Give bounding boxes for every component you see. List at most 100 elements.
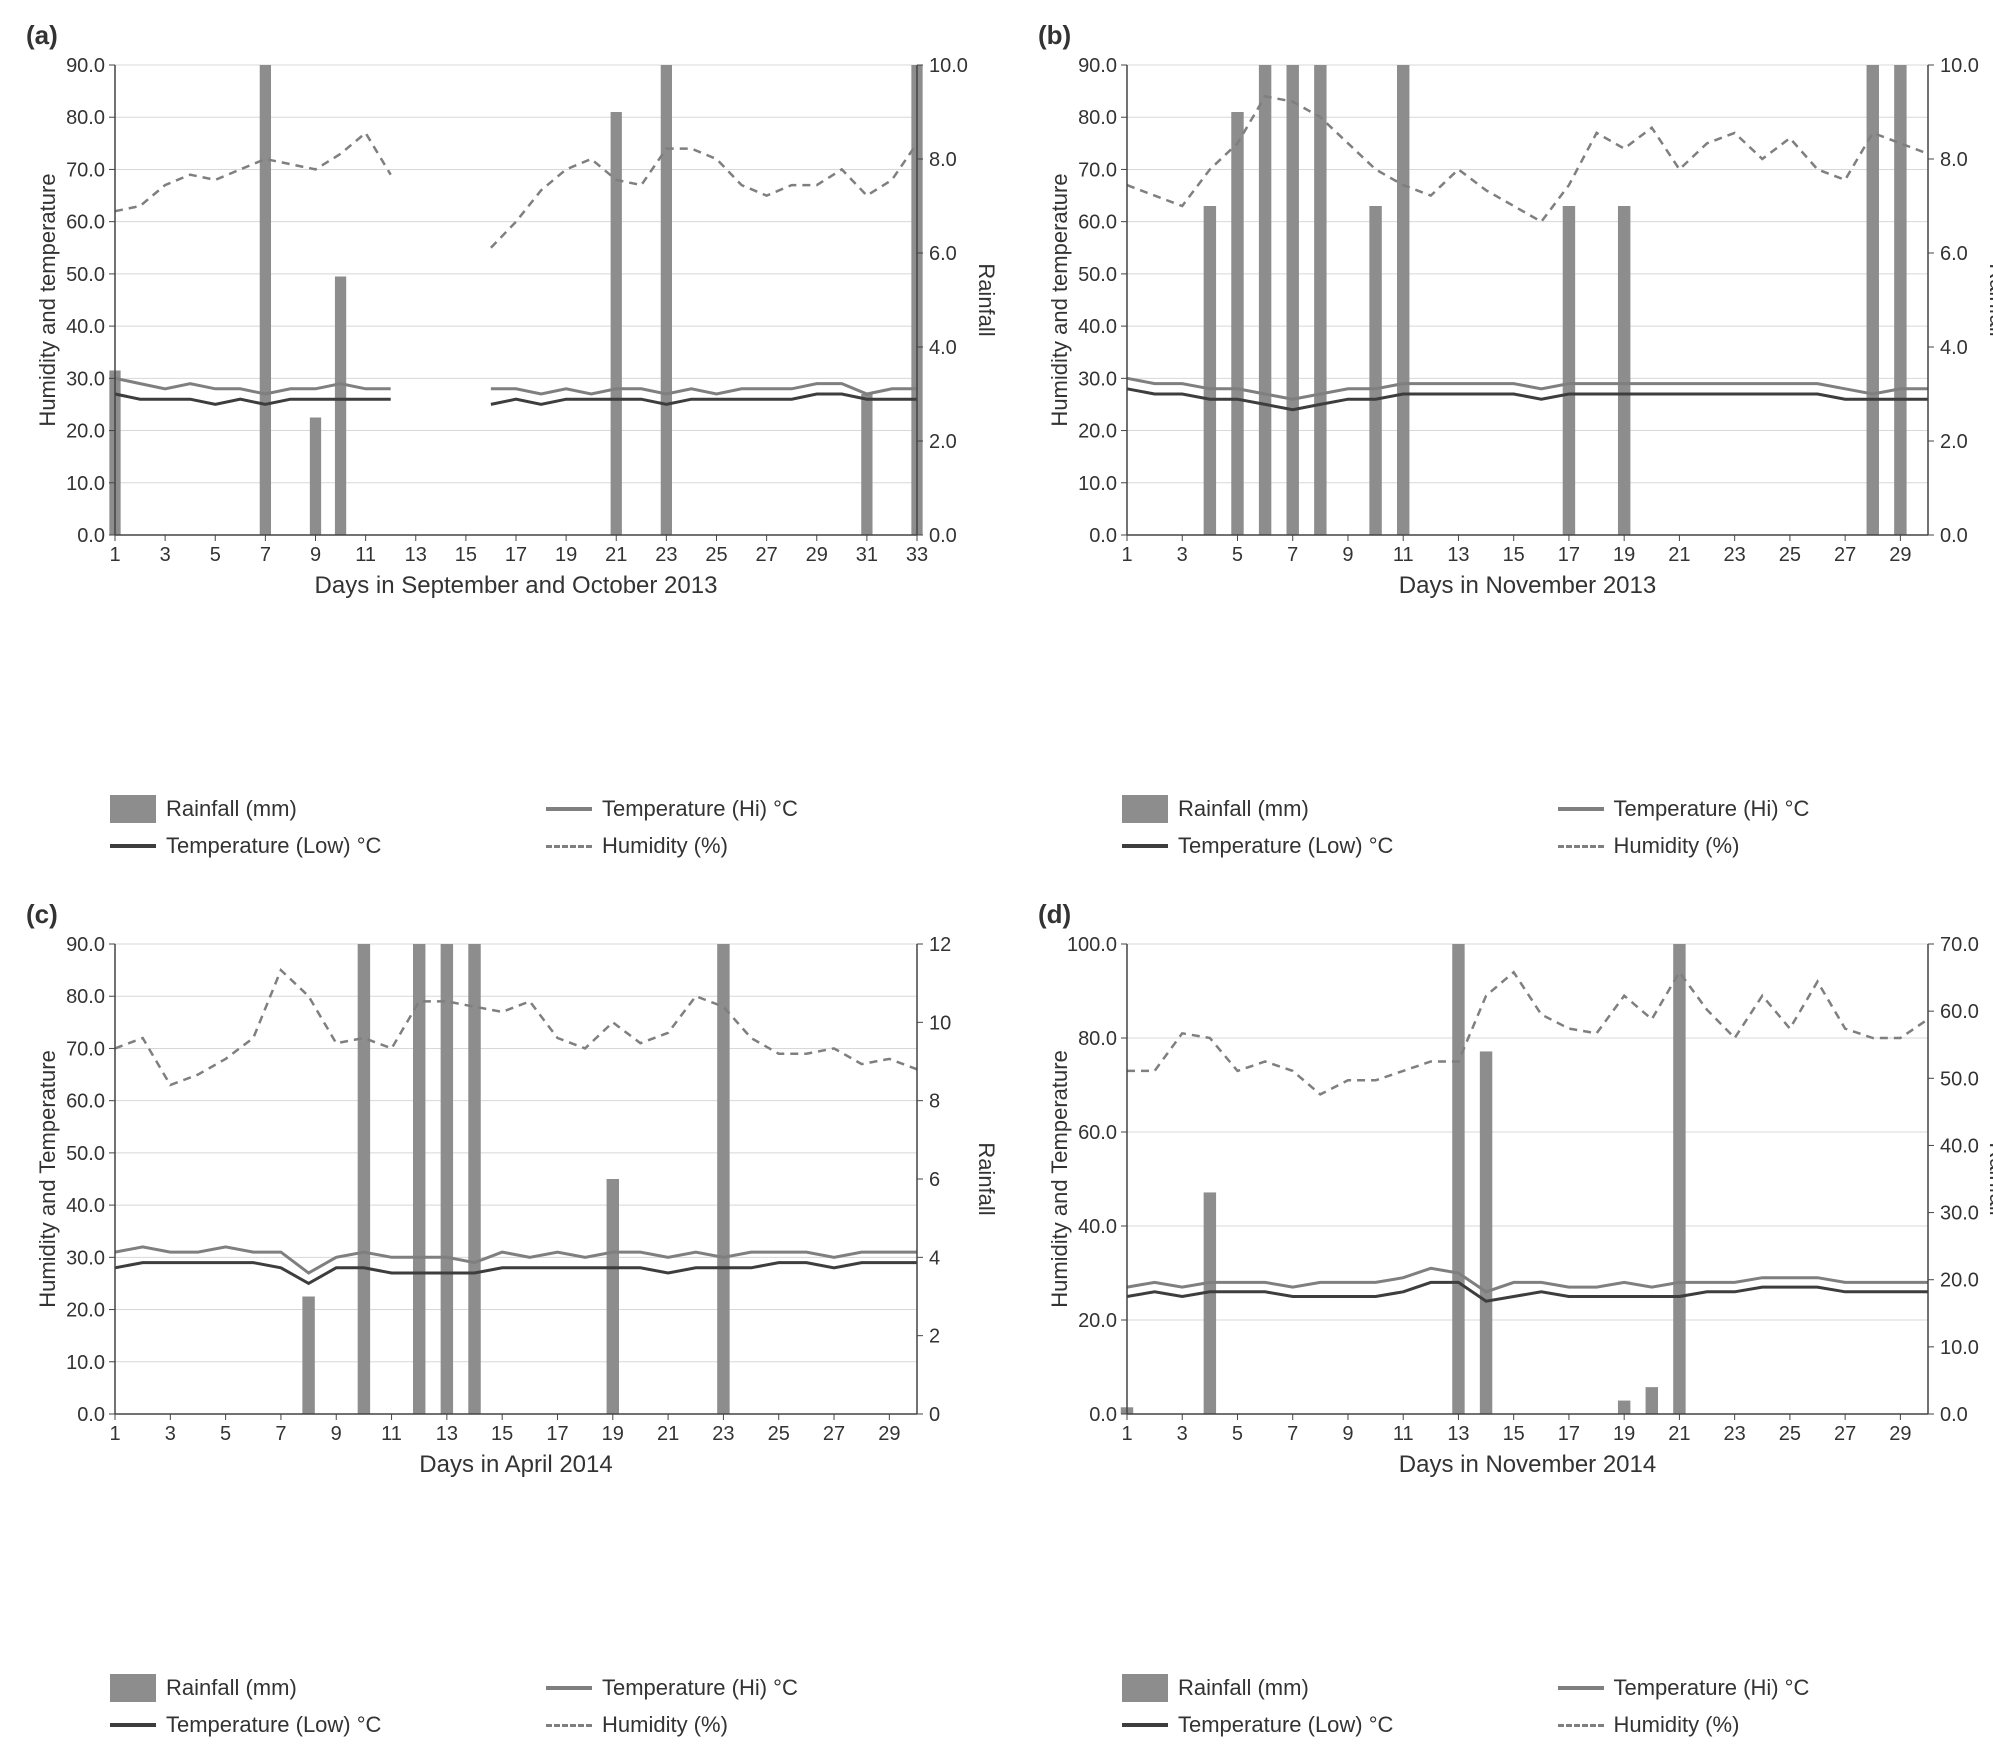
legend-rainfall-swatch: [1122, 1674, 1168, 1702]
svg-text:19: 19: [1613, 544, 1635, 566]
svg-text:40.0: 40.0: [1078, 1216, 1117, 1238]
svg-text:80.0: 80.0: [1078, 107, 1117, 129]
legend-humidity-label: Humidity (%): [1614, 1712, 1740, 1738]
svg-text:29: 29: [1889, 1423, 1911, 1445]
svg-text:40.0: 40.0: [66, 316, 105, 338]
svg-text:1: 1: [109, 1423, 120, 1445]
svg-text:1: 1: [1121, 1423, 1132, 1445]
svg-text:0.0: 0.0: [77, 525, 105, 547]
svg-text:40.0: 40.0: [1078, 316, 1117, 338]
legend-temp-hi: Temperature (Hi) °C: [1558, 1674, 1974, 1702]
svg-text:9: 9: [310, 544, 321, 566]
svg-text:2: 2: [929, 1326, 940, 1348]
svg-text:60.0: 60.0: [1078, 1122, 1117, 1144]
chart-d: 0.020.040.060.080.0100.00.010.020.030.04…: [1032, 934, 1993, 1660]
svg-text:6.0: 6.0: [929, 243, 957, 265]
legend-rainfall-label: Rainfall (mm): [1178, 1675, 1309, 1701]
legend-humidity-swatch: [546, 845, 592, 848]
svg-text:80.0: 80.0: [66, 986, 105, 1008]
panel-label-d: (d): [1038, 899, 1993, 930]
legend-humidity-label: Humidity (%): [602, 833, 728, 859]
svg-text:15: 15: [1503, 1423, 1525, 1445]
svg-text:100.0: 100.0: [1067, 934, 1117, 956]
chart-a: 0.010.020.030.040.050.060.070.080.090.00…: [20, 55, 1002, 781]
svg-text:31: 31: [856, 544, 878, 566]
svg-text:20.0: 20.0: [66, 1300, 105, 1322]
chart-c: 0.010.020.030.040.050.060.070.080.090.00…: [20, 934, 1002, 1660]
svg-text:0.0: 0.0: [1089, 1404, 1117, 1426]
svg-text:1: 1: [1121, 544, 1132, 566]
svg-text:0: 0: [929, 1404, 940, 1426]
svg-text:40.0: 40.0: [1940, 1135, 1979, 1157]
svg-text:9: 9: [331, 1423, 342, 1445]
svg-text:10.0: 10.0: [1078, 473, 1117, 495]
chart-b: 0.010.020.030.040.050.060.070.080.090.00…: [1032, 55, 1993, 781]
svg-text:4.0: 4.0: [929, 337, 957, 359]
legend-c: Rainfall (mm) Temperature (Hi) °C Temperat…: [20, 1660, 1002, 1738]
svg-text:50.0: 50.0: [1940, 1068, 1979, 1090]
svg-text:4.0: 4.0: [1940, 337, 1968, 359]
svg-text:23: 23: [1724, 544, 1746, 566]
svg-text:3: 3: [1177, 1423, 1188, 1445]
legend-rainfall-label: Rainfall (mm): [166, 1675, 297, 1701]
legend-temp-hi-swatch: [1558, 807, 1604, 811]
svg-text:15: 15: [455, 544, 477, 566]
svg-text:20.0: 20.0: [1078, 421, 1117, 443]
svg-text:60.0: 60.0: [66, 1091, 105, 1113]
panel-c: (c) 0.010.020.030.040.050.060.070.080.09…: [20, 899, 1002, 1738]
svg-text:2.0: 2.0: [929, 431, 957, 453]
legend-temp-low-label: Temperature (Low) °C: [166, 1712, 381, 1738]
svg-text:Rainfall: Rainfall: [974, 263, 999, 336]
panel-b: (b) 0.010.020.030.040.050.060.070.080.09…: [1032, 20, 1993, 859]
legend-rainfall: Rainfall (mm): [1122, 795, 1538, 823]
svg-text:17: 17: [505, 544, 527, 566]
svg-text:21: 21: [1668, 1423, 1690, 1445]
svg-text:11: 11: [355, 544, 376, 566]
svg-text:20.0: 20.0: [1940, 1270, 1979, 1292]
svg-text:0.0: 0.0: [929, 525, 957, 547]
svg-text:Humidity and temperature: Humidity and temperature: [1047, 173, 1072, 426]
legend-temp-hi-label: Temperature (Hi) °C: [1614, 796, 1810, 822]
svg-text:8.0: 8.0: [929, 149, 957, 171]
svg-text:3: 3: [160, 544, 171, 566]
panel-a: (a) 0.010.020.030.040.050.060.070.080.09…: [20, 20, 1002, 859]
svg-text:11: 11: [1393, 544, 1414, 566]
svg-text:19: 19: [602, 1423, 624, 1445]
svg-text:13: 13: [1447, 1423, 1469, 1445]
svg-text:30.0: 30.0: [66, 368, 105, 390]
legend-temp-low-swatch: [110, 1723, 156, 1727]
svg-text:20.0: 20.0: [1078, 1310, 1117, 1332]
legend-temp-hi-swatch: [546, 1686, 592, 1690]
svg-text:13: 13: [405, 544, 427, 566]
svg-text:70.0: 70.0: [66, 159, 105, 181]
legend-rainfall-label: Rainfall (mm): [166, 796, 297, 822]
legend-temp-low-label: Temperature (Low) °C: [1178, 1712, 1393, 1738]
svg-text:0.0: 0.0: [1089, 525, 1117, 547]
svg-text:4: 4: [929, 1247, 940, 1269]
legend-temp-hi-label: Temperature (Hi) °C: [602, 1675, 798, 1701]
legend-humidity: Humidity (%): [546, 1712, 962, 1738]
svg-text:6.0: 6.0: [1940, 243, 1968, 265]
svg-text:21: 21: [605, 544, 627, 566]
svg-text:90.0: 90.0: [66, 55, 105, 77]
legend-temp-low: Temperature (Low) °C: [1122, 1712, 1538, 1738]
legend-rainfall-swatch: [1122, 795, 1168, 823]
legend-rainfall-label: Rainfall (mm): [1178, 796, 1309, 822]
svg-text:80.0: 80.0: [66, 107, 105, 129]
svg-text:10.0: 10.0: [66, 473, 105, 495]
legend-temp-low-swatch: [1122, 844, 1168, 848]
legend-rainfall-swatch: [110, 795, 156, 823]
legend-temp-low: Temperature (Low) °C: [110, 1712, 526, 1738]
legend-temp-hi-label: Temperature (Hi) °C: [602, 796, 798, 822]
legend-rainfall: Rainfall (mm): [1122, 1674, 1538, 1702]
legend-temp-hi-label: Temperature (Hi) °C: [1614, 1675, 1810, 1701]
svg-text:8: 8: [929, 1091, 940, 1113]
legend-temp-hi-swatch: [1558, 1686, 1604, 1690]
legend-temp-low: Temperature (Low) °C: [1122, 833, 1538, 859]
svg-text:17: 17: [1558, 1423, 1580, 1445]
legend-humidity-swatch: [1558, 1724, 1604, 1727]
svg-text:27: 27: [756, 544, 778, 566]
legend-temp-hi: Temperature (Hi) °C: [1558, 795, 1974, 823]
svg-text:30.0: 30.0: [1940, 1203, 1979, 1225]
svg-text:70.0: 70.0: [1078, 159, 1117, 181]
